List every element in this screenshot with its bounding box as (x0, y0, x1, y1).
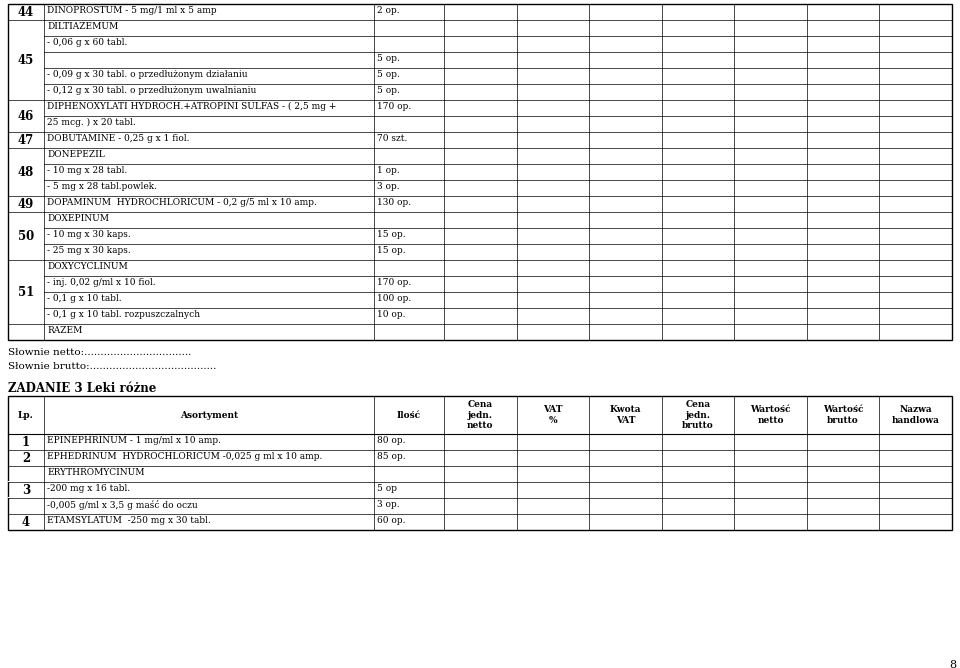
Text: DOXYCYCLINUM: DOXYCYCLINUM (47, 262, 128, 271)
Text: 2: 2 (22, 452, 30, 464)
Text: 49: 49 (18, 198, 35, 210)
Text: 4: 4 (22, 516, 30, 528)
Text: 46: 46 (18, 110, 35, 122)
Text: DOPAMINUM  HYDROCHLORICUM - 0,2 g/5 ml x 10 amp.: DOPAMINUM HYDROCHLORICUM - 0,2 g/5 ml x … (47, 198, 317, 207)
Text: 50: 50 (18, 230, 35, 242)
Text: 60 op.: 60 op. (377, 516, 405, 525)
Text: 170 op.: 170 op. (377, 102, 411, 111)
Text: -0,005 g/ml x 3,5 g maść do oczu: -0,005 g/ml x 3,5 g maść do oczu (47, 500, 198, 510)
Text: - 0,1 g x 10 tabl.: - 0,1 g x 10 tabl. (47, 294, 122, 303)
Text: Wartość
brutto: Wartość brutto (823, 405, 863, 425)
Text: - 25 mg x 30 kaps.: - 25 mg x 30 kaps. (47, 246, 131, 255)
Text: VAT
%: VAT % (543, 405, 563, 425)
Text: 15 op.: 15 op. (377, 230, 406, 239)
Text: Ilość: Ilość (396, 411, 421, 420)
Text: ZADANIE 3 Leki różne: ZADANIE 3 Leki różne (8, 382, 156, 395)
Bar (8, 396, 952, 530)
Bar (8, 497, 44, 498)
Text: ERYTHROMYCINUM: ERYTHROMYCINUM (47, 468, 145, 477)
Text: 3: 3 (22, 484, 30, 496)
Text: 5 op.: 5 op. (377, 54, 400, 63)
Text: 15 op.: 15 op. (377, 246, 406, 255)
Text: 10 op.: 10 op. (377, 310, 405, 319)
Text: Cena
jedn.
netto: Cena jedn. netto (467, 400, 493, 430)
Text: Asortyment: Asortyment (180, 411, 238, 420)
Text: 170 op.: 170 op. (377, 278, 411, 287)
Text: DONEPEZIL: DONEPEZIL (47, 150, 105, 159)
Text: 1: 1 (22, 436, 30, 448)
Text: DIPHENOXYLATI HYDROCH.+ATROPINI SULFAS - ( 2,5 mg +: DIPHENOXYLATI HYDROCH.+ATROPINI SULFAS -… (47, 102, 336, 111)
Text: 48: 48 (18, 166, 35, 178)
Text: DOXEPINUM: DOXEPINUM (47, 214, 109, 223)
Text: Cena
jedn.
brutto: Cena jedn. brutto (683, 400, 714, 430)
Text: - inj. 0,02 g/ml x 10 fiol.: - inj. 0,02 g/ml x 10 fiol. (47, 278, 156, 287)
Text: 47: 47 (18, 134, 35, 146)
Text: EPINEPHRINUM - 1 mg/ml x 10 amp.: EPINEPHRINUM - 1 mg/ml x 10 amp. (47, 436, 221, 445)
Text: Lp.: Lp. (18, 411, 34, 420)
Text: RAZEM: RAZEM (47, 326, 83, 335)
Text: 45: 45 (18, 53, 35, 67)
Text: DOBUTAMINE - 0,25 g x 1 fiol.: DOBUTAMINE - 0,25 g x 1 fiol. (47, 134, 189, 143)
Text: Nazwa
handlowa: Nazwa handlowa (892, 405, 940, 425)
Text: Kwota
VAT: Kwota VAT (610, 405, 641, 425)
Text: 44: 44 (18, 5, 35, 19)
Text: 100 op.: 100 op. (377, 294, 411, 303)
Text: - 0,06 g x 60 tabl.: - 0,06 g x 60 tabl. (47, 38, 128, 47)
Text: Słownie brutto:.......................................: Słownie brutto:.........................… (8, 362, 216, 371)
Text: 5 op.: 5 op. (377, 86, 400, 95)
Text: - 5 mg x 28 tabl.powlek.: - 5 mg x 28 tabl.powlek. (47, 182, 157, 191)
Text: 85 op.: 85 op. (377, 452, 406, 461)
Text: - 0,09 g x 30 tabl. o przedłużonym działaniu: - 0,09 g x 30 tabl. o przedłużonym dział… (47, 70, 248, 79)
Text: - 10 mg x 30 kaps.: - 10 mg x 30 kaps. (47, 230, 131, 239)
Text: - 0,12 g x 30 tabl. o przedłużonym uwalnianiu: - 0,12 g x 30 tabl. o przedłużonym uwaln… (47, 86, 256, 95)
Text: EPHEDRINUM  HYDROCHLORICUM -0,025 g ml x 10 amp.: EPHEDRINUM HYDROCHLORICUM -0,025 g ml x … (47, 452, 323, 461)
Text: - 0,1 g x 10 tabl. rozpuszczalnych: - 0,1 g x 10 tabl. rozpuszczalnych (47, 310, 200, 319)
Text: 1 op.: 1 op. (377, 166, 399, 175)
Text: 5 op.: 5 op. (377, 70, 400, 79)
Text: 51: 51 (18, 285, 35, 299)
Text: DINOPROSTUM - 5 mg/1 ml x 5 amp: DINOPROSTUM - 5 mg/1 ml x 5 amp (47, 6, 217, 15)
Text: 2 op.: 2 op. (377, 6, 399, 15)
Text: 5 op: 5 op (377, 484, 397, 493)
Text: 130 op.: 130 op. (377, 198, 411, 207)
Text: ETAMSYLATUM  -250 mg x 30 tabl.: ETAMSYLATUM -250 mg x 30 tabl. (47, 516, 211, 525)
Text: 3 op.: 3 op. (377, 182, 399, 191)
Text: 80 op.: 80 op. (377, 436, 405, 445)
Text: 8: 8 (948, 660, 956, 668)
Text: 25 mcg. ) x 20 tabl.: 25 mcg. ) x 20 tabl. (47, 118, 135, 127)
Text: DILTIAZEMUM: DILTIAZEMUM (47, 22, 118, 31)
Text: -200 mg x 16 tabl.: -200 mg x 16 tabl. (47, 484, 131, 493)
Text: Wartość
netto: Wartość netto (751, 405, 791, 425)
Text: 70 szt.: 70 szt. (377, 134, 407, 143)
Text: - 10 mg x 28 tabl.: - 10 mg x 28 tabl. (47, 166, 128, 175)
Bar (8, 481, 44, 482)
Text: 3 op.: 3 op. (377, 500, 399, 509)
Text: Słownie netto:.................................: Słownie netto:..........................… (8, 348, 191, 357)
Bar (8, 4, 952, 340)
